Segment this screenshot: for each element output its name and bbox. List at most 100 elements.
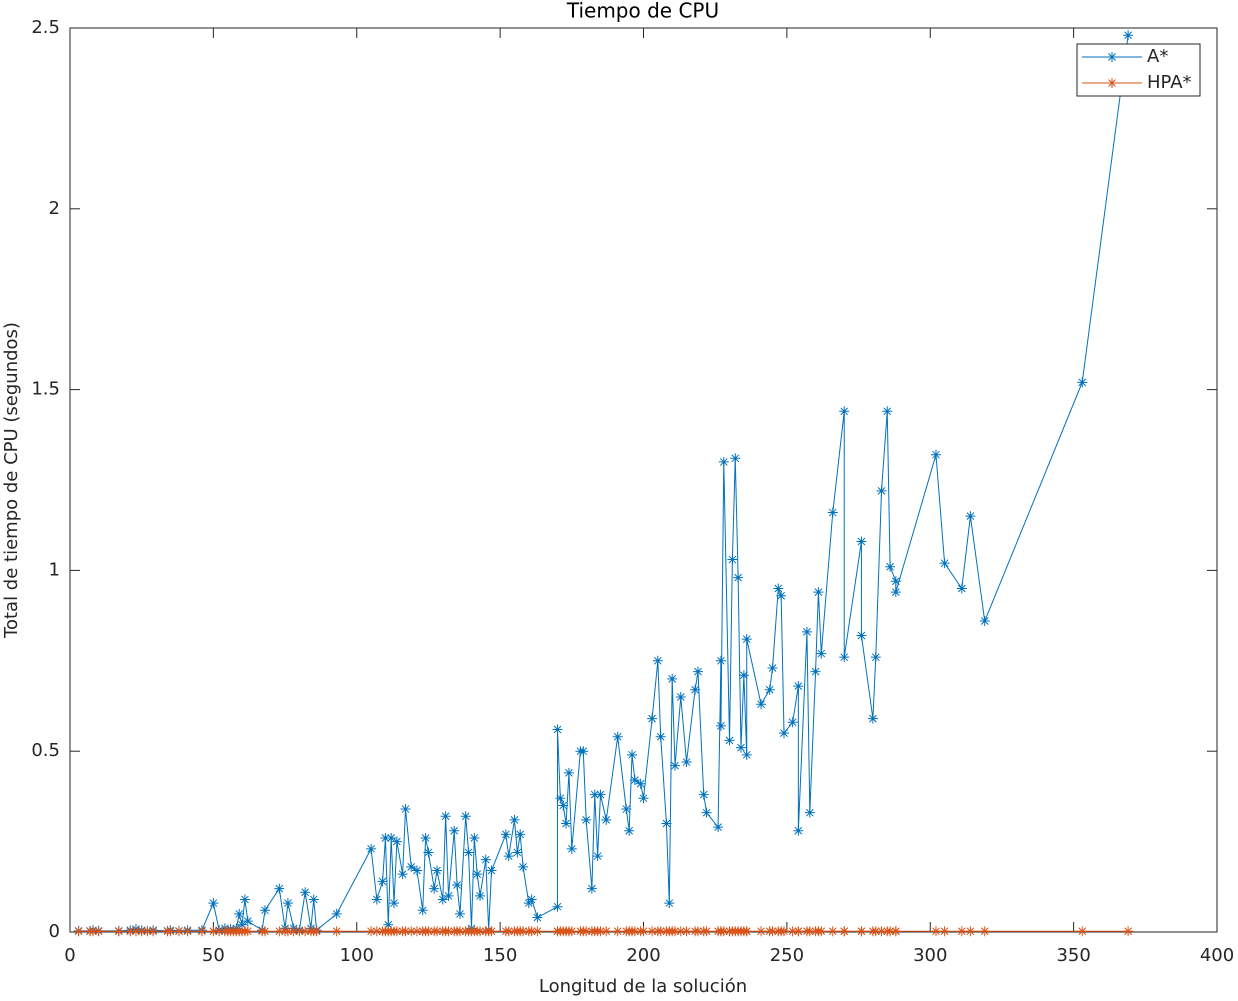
- marker: [518, 861, 529, 872]
- marker: [449, 825, 460, 836]
- marker: [460, 811, 471, 822]
- marker: [432, 865, 443, 876]
- marker: [638, 926, 649, 937]
- marker: [581, 926, 592, 937]
- marker: [366, 926, 377, 937]
- marker: [1077, 377, 1088, 388]
- marker: [282, 898, 293, 909]
- marker: [1123, 30, 1134, 41]
- marker: [965, 926, 976, 937]
- x-tick-label: 350: [1056, 945, 1090, 966]
- legend-marker: [1107, 52, 1117, 62]
- marker: [136, 926, 147, 937]
- marker: [486, 926, 497, 937]
- y-axis-label: Total de tiempo de CPU (segundos): [1, 322, 22, 639]
- marker: [389, 898, 400, 909]
- marker: [555, 793, 566, 804]
- y-tick-label: 2: [49, 198, 60, 219]
- marker: [635, 778, 646, 789]
- marker: [503, 851, 514, 862]
- marker: [956, 583, 967, 594]
- marker: [787, 926, 798, 937]
- marker: [165, 926, 176, 937]
- marker: [532, 926, 543, 937]
- marker: [130, 926, 141, 937]
- marker: [810, 666, 821, 677]
- marker: [839, 926, 850, 937]
- marker: [300, 887, 311, 898]
- marker: [870, 926, 881, 937]
- marker: [288, 926, 299, 937]
- marker: [839, 652, 850, 663]
- marker: [627, 749, 638, 760]
- marker: [452, 879, 463, 890]
- marker: [411, 865, 422, 876]
- legend-label: HPA*: [1147, 72, 1192, 93]
- marker: [601, 814, 612, 825]
- marker: [647, 713, 658, 724]
- x-tick-label: 200: [626, 945, 660, 966]
- marker: [776, 590, 787, 601]
- marker: [518, 926, 529, 937]
- marker: [437, 894, 448, 905]
- marker: [440, 811, 451, 822]
- y-tick-label: 1.5: [31, 379, 60, 400]
- marker: [397, 869, 408, 880]
- marker: [532, 912, 543, 923]
- marker: [443, 926, 454, 937]
- marker: [239, 894, 250, 905]
- marker: [741, 749, 752, 760]
- y-tick-label: 1: [49, 559, 60, 580]
- marker: [475, 926, 486, 937]
- marker: [670, 760, 681, 771]
- marker: [142, 926, 153, 937]
- marker: [411, 926, 422, 937]
- y-tick-label: 2.5: [31, 17, 60, 38]
- marker: [391, 926, 402, 937]
- marker: [661, 818, 672, 829]
- marker: [563, 767, 574, 778]
- marker: [681, 926, 692, 937]
- marker: [930, 926, 941, 937]
- marker: [756, 926, 767, 937]
- marker: [647, 926, 658, 937]
- marker: [125, 926, 136, 937]
- y-tick-label: 0.5: [31, 740, 60, 761]
- marker: [469, 832, 480, 843]
- marker: [624, 825, 635, 836]
- marker: [113, 926, 124, 937]
- marker: [698, 789, 709, 800]
- marker: [727, 554, 738, 565]
- marker: [793, 926, 804, 937]
- marker: [366, 843, 377, 854]
- marker: [480, 854, 491, 865]
- marker: [867, 713, 878, 724]
- marker: [377, 876, 388, 887]
- x-tick-label: 50: [202, 945, 225, 966]
- marker: [581, 814, 592, 825]
- marker: [655, 731, 666, 742]
- marker: [882, 406, 893, 417]
- marker: [300, 926, 311, 937]
- marker: [592, 851, 603, 862]
- marker: [1077, 926, 1088, 937]
- x-tick-label: 400: [1200, 945, 1234, 966]
- marker: [148, 926, 159, 937]
- marker: [741, 634, 752, 645]
- marker: [566, 926, 577, 937]
- marker: [890, 587, 901, 598]
- marker: [629, 775, 640, 786]
- marker: [566, 843, 577, 854]
- marker: [664, 898, 675, 909]
- marker: [208, 898, 219, 909]
- marker: [380, 832, 391, 843]
- marker: [400, 804, 411, 815]
- marker: [1123, 926, 1134, 937]
- marker: [601, 926, 612, 937]
- marker: [274, 926, 285, 937]
- marker: [930, 449, 941, 460]
- marker: [773, 583, 784, 594]
- marker: [472, 869, 483, 880]
- marker: [816, 648, 827, 659]
